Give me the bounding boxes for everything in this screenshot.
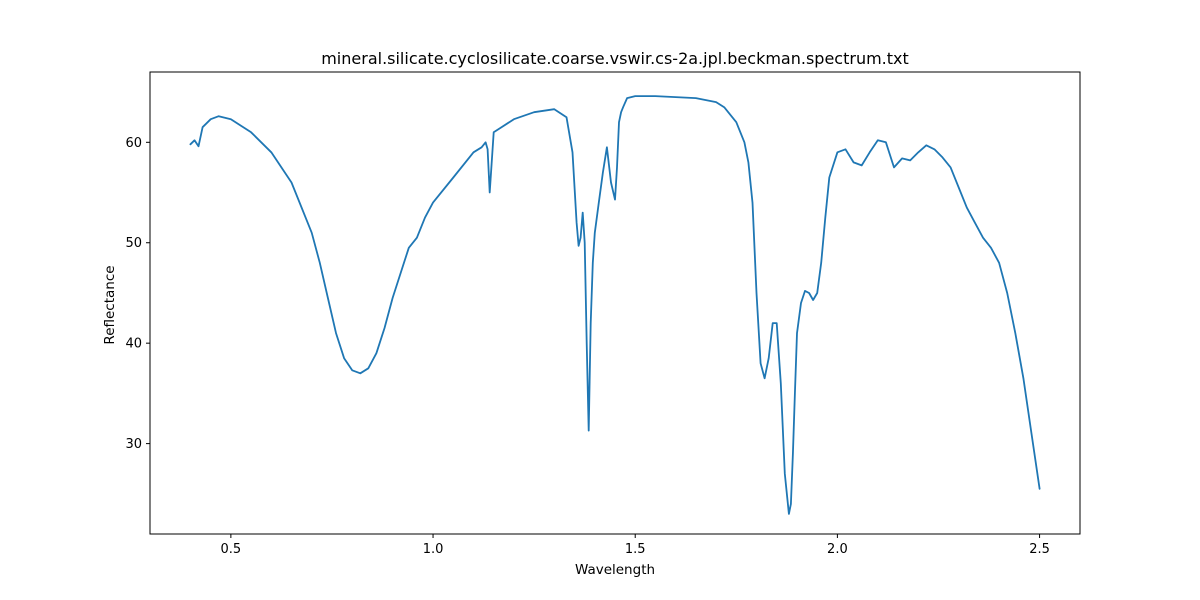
y-axis: 30 40 50 60 [125, 136, 150, 452]
y-tick-label: 40 [125, 337, 142, 352]
x-tick-label: 1.5 [625, 542, 646, 557]
y-tick-label: 50 [125, 236, 142, 251]
x-tick-label: 2.5 [1029, 542, 1050, 557]
plot-area-frame [149, 71, 1081, 535]
chart-title: mineral.silicate.cyclosilicate.coarse.vs… [321, 49, 909, 68]
x-axis: 0.5 1.0 1.5 2.0 2.5 [221, 534, 1050, 557]
x-axis-label: Wavelength [575, 562, 655, 578]
y-tick-label: 60 [125, 136, 142, 151]
y-axis-label: Reflectance [102, 265, 118, 344]
x-tick-label: 1.0 [423, 542, 444, 557]
y-tick-label: 30 [125, 437, 142, 452]
spectrum-series-line [189, 95, 1041, 515]
x-tick-label: 0.5 [221, 542, 242, 557]
x-tick-label: 2.0 [827, 542, 848, 557]
